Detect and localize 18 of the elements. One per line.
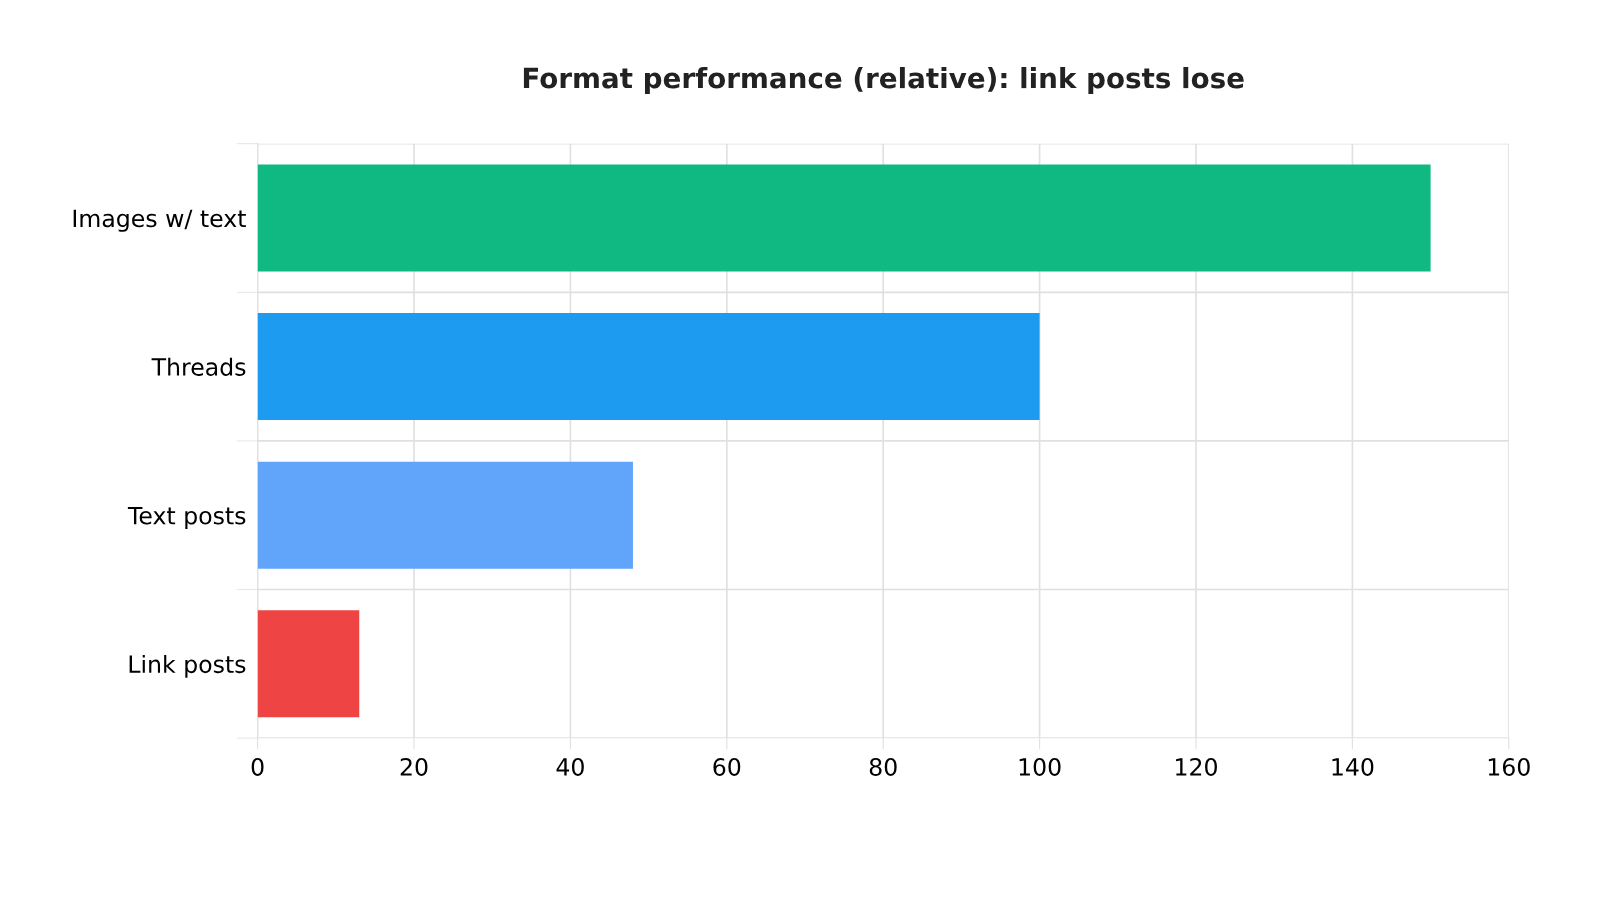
y-tick-label: Link posts (129, 654, 246, 678)
x-tick-label: 140 (1332, 758, 1374, 776)
x-tick-label: 20 (400, 758, 428, 776)
x-tick-label: 40 (556, 758, 584, 776)
x-tick-label: 100 (1019, 758, 1061, 776)
x-tick-label: 60 (713, 758, 741, 776)
bar (257, 461, 633, 569)
x-tick-label: 160 (1488, 758, 1530, 776)
y-tick-label: Images w/ text (73, 209, 246, 232)
y-tick-label: Text posts (127, 506, 246, 530)
x-tick-label: 120 (1176, 758, 1217, 776)
x-tick-label: 80 (869, 758, 897, 776)
bar (257, 610, 360, 718)
chart-title: Format performance (relative): link posts lose (523, 67, 1244, 94)
x-tick-label: 0 (251, 758, 264, 776)
bar (257, 313, 1040, 421)
bar (257, 164, 1431, 272)
y-tick-label: Threads (151, 357, 246, 376)
